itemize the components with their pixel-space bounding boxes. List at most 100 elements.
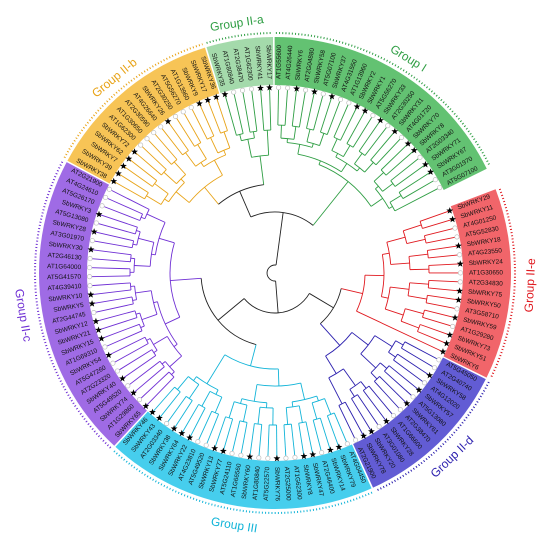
branch xyxy=(198,404,206,409)
branch xyxy=(259,155,265,185)
branch xyxy=(427,280,430,288)
branch xyxy=(362,390,386,421)
arabidopsis-circle-icon xyxy=(353,437,359,443)
branch xyxy=(151,253,156,256)
arabidopsis-circle-icon xyxy=(248,86,255,92)
branch xyxy=(113,343,149,363)
arabidopsis-circle-icon xyxy=(256,455,262,461)
branch xyxy=(394,187,439,212)
branch xyxy=(193,376,197,381)
branch xyxy=(360,353,377,369)
branch xyxy=(351,398,372,431)
sorghum-star-icon xyxy=(131,148,138,155)
leaf-label: SbWRKY75 xyxy=(468,288,503,298)
branch xyxy=(153,301,158,304)
branch xyxy=(390,157,420,182)
branch xyxy=(324,398,332,415)
branch xyxy=(239,420,248,423)
branch xyxy=(224,95,237,136)
branch xyxy=(159,391,181,418)
branch xyxy=(319,133,325,146)
sorghum-star-icon xyxy=(403,399,411,407)
branch xyxy=(133,258,136,273)
group-label-IIe: Group II-e xyxy=(522,258,539,313)
branch xyxy=(131,296,134,305)
leaf-label: SbWRKY17 xyxy=(265,45,273,80)
sorghum-star-icon xyxy=(353,103,361,110)
sorghum-star-icon xyxy=(415,386,423,393)
branch xyxy=(379,362,388,369)
band-IIe xyxy=(443,189,511,378)
branch xyxy=(214,160,223,176)
sorghum-star-icon xyxy=(309,451,317,458)
branch xyxy=(225,416,233,420)
branch xyxy=(356,310,442,352)
branch xyxy=(140,371,170,399)
sorghum-star-icon xyxy=(195,100,203,107)
branch xyxy=(167,396,187,423)
branch xyxy=(320,323,341,346)
branch xyxy=(306,129,311,142)
branch xyxy=(146,213,166,223)
branch xyxy=(370,197,383,207)
sorghum-star-icon xyxy=(300,452,308,460)
branch xyxy=(139,213,143,221)
branch xyxy=(233,93,244,134)
band-IIa xyxy=(206,37,274,94)
sorghum-star-icon xyxy=(422,160,429,168)
branch xyxy=(240,422,248,454)
leaf-label: AT4G39410 xyxy=(47,283,82,292)
branch xyxy=(318,160,321,165)
branch xyxy=(426,250,429,258)
branch xyxy=(277,89,279,126)
branch xyxy=(217,298,245,321)
branch xyxy=(198,411,213,441)
branch xyxy=(390,286,410,290)
ring-IIb xyxy=(63,43,203,159)
arabidopsis-circle-icon xyxy=(319,449,325,456)
branch xyxy=(389,202,396,212)
leaf-label: SbWRKY76 xyxy=(273,467,280,502)
branch xyxy=(146,338,151,341)
branch xyxy=(382,183,394,192)
arabidopsis-circle-icon xyxy=(99,203,105,209)
branch xyxy=(338,401,346,406)
arabidopsis-circle-icon xyxy=(450,323,456,329)
ring-I xyxy=(275,32,491,167)
arabidopsis-circle-icon xyxy=(457,279,463,285)
branch xyxy=(390,262,410,265)
branch xyxy=(300,382,306,400)
branch xyxy=(118,349,153,371)
branch xyxy=(91,258,131,263)
branch xyxy=(216,98,228,131)
leaf-label: SbWRKY6 xyxy=(294,49,305,81)
arabidopsis-circle-icon xyxy=(229,450,235,457)
arabidopsis-circle-icon xyxy=(144,136,150,142)
arabidopsis-circle-icon xyxy=(337,96,344,102)
branch xyxy=(139,312,145,327)
arabidopsis-circle-icon xyxy=(172,113,179,119)
branch xyxy=(374,376,380,382)
sorghum-star-icon xyxy=(186,434,194,441)
branch xyxy=(375,185,379,190)
branch xyxy=(149,338,158,351)
sorghum-star-icon xyxy=(114,169,122,177)
sorghum-star-icon xyxy=(456,287,464,294)
branch xyxy=(114,181,145,200)
branch xyxy=(422,309,425,318)
ring-IIa xyxy=(206,32,272,44)
arabidopsis-circle-icon xyxy=(276,84,282,91)
branch xyxy=(403,224,422,232)
branch xyxy=(313,417,321,421)
branch xyxy=(280,137,295,140)
branch xyxy=(92,249,132,256)
branch xyxy=(374,335,393,347)
branch xyxy=(370,362,381,374)
sorghum-star-icon xyxy=(149,408,156,416)
branch xyxy=(293,126,297,140)
sorghum-star-icon xyxy=(439,348,447,355)
branch xyxy=(349,381,362,390)
branch xyxy=(292,395,317,403)
branch xyxy=(141,313,158,321)
branch xyxy=(154,133,178,160)
